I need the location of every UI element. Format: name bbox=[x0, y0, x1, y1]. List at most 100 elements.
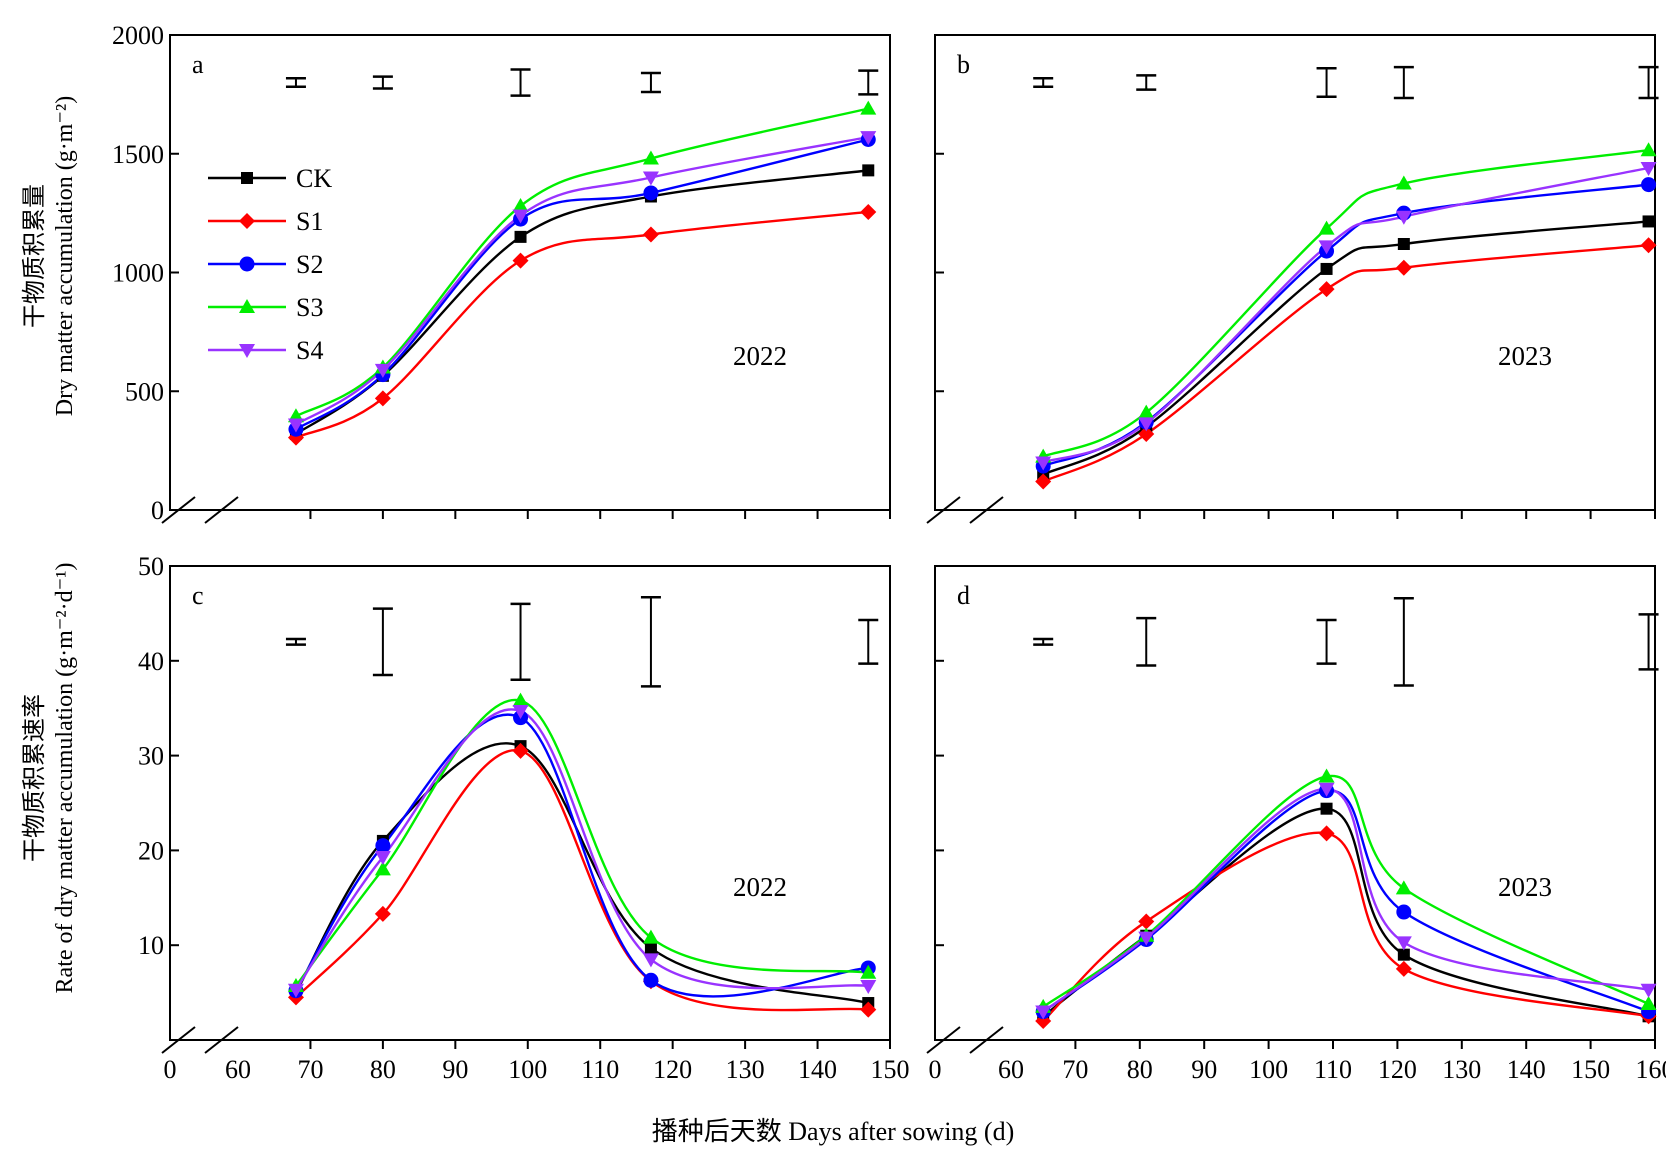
panel-a-y-tick-label: 500 bbox=[125, 377, 164, 406]
panel-a-point-ck bbox=[862, 164, 875, 177]
panel-c-point-s4 bbox=[642, 953, 659, 968]
panel-c-error-bar bbox=[640, 596, 661, 688]
panel-d-series-line-s1 bbox=[1042, 831, 1649, 1022]
panel-d-x-tick-label: 160 bbox=[1636, 1055, 1666, 1084]
panel-d-axis-break-mark bbox=[969, 1026, 1004, 1054]
panel-d-x-tick-label: 0 bbox=[929, 1055, 942, 1084]
panel-d-x-tick-label: 100 bbox=[1249, 1055, 1288, 1084]
panel-c-series-line-s1 bbox=[295, 749, 869, 1012]
panel-a-error-bar bbox=[858, 69, 879, 96]
panel-d-point-s3 bbox=[1318, 768, 1335, 783]
panel-b-point-ck bbox=[1397, 238, 1410, 250]
panel-c-error-bar bbox=[285, 637, 306, 646]
panel-b-series-line-s3 bbox=[1042, 148, 1649, 458]
panel-a-year-label: 2022 bbox=[733, 341, 787, 371]
panel-c-axis-break-mark bbox=[204, 1026, 239, 1054]
panel-a: 0 500 1000 1500 2000 a 2022 bbox=[112, 21, 891, 525]
legend-item-s1: S1 bbox=[208, 207, 323, 236]
legend-marker bbox=[239, 213, 255, 229]
panel-b-frame bbox=[934, 34, 1656, 511]
panel-d-letter: d bbox=[957, 581, 970, 610]
panel-d-frame bbox=[934, 565, 1656, 1041]
panel-d-error-bar bbox=[1638, 613, 1659, 671]
panel-d-point-s4 bbox=[1395, 936, 1412, 951]
panel-c-x-tick-label: 120 bbox=[653, 1055, 692, 1084]
panel-b-series-line-s4 bbox=[1042, 166, 1649, 464]
panel-c-point-s1 bbox=[512, 742, 529, 759]
panel-b-series-line-s1 bbox=[1042, 243, 1649, 483]
panel-b-point-s1 bbox=[1395, 259, 1412, 276]
legend-item-s4: S4 bbox=[208, 336, 323, 365]
legend-label: CK bbox=[296, 164, 332, 193]
panel-c-point-s4 bbox=[860, 979, 877, 994]
panel-d-error-bar bbox=[1316, 618, 1337, 665]
panel-b-year-label: 2023 bbox=[1498, 341, 1552, 371]
legend-item-s2: S2 bbox=[208, 250, 323, 279]
panel-c-point-s3 bbox=[374, 861, 391, 876]
panel-d-error-bar bbox=[1136, 616, 1157, 667]
legend-item-s3: S3 bbox=[208, 293, 323, 322]
panel-c-x-tick-label: 60 bbox=[225, 1055, 251, 1084]
panel-d-error-bar bbox=[1033, 637, 1054, 646]
panel-d-point-s4 bbox=[1138, 931, 1155, 946]
panel-d-point-s1 bbox=[1318, 825, 1335, 842]
panel-c-series-line-s2 bbox=[294, 713, 869, 998]
panel-c-error-bar bbox=[372, 607, 393, 677]
panel-c-x-tick-label: 100 bbox=[508, 1055, 547, 1084]
panel-c-x-tick-label: 130 bbox=[726, 1055, 765, 1084]
panel-b-point-s3 bbox=[1318, 220, 1335, 235]
panel-b-point-s1 bbox=[1138, 426, 1155, 442]
panel-d-x-tick-label: 140 bbox=[1507, 1055, 1546, 1084]
panel-c-x-tick-label: 140 bbox=[798, 1055, 837, 1084]
panel-c-point-ck bbox=[644, 942, 657, 955]
panel-c-x-tick-label: 70 bbox=[297, 1055, 323, 1084]
panel-a-point-s4 bbox=[287, 418, 304, 433]
panel-d-point-s3 bbox=[1395, 880, 1412, 895]
panel-d-axis-break-mark bbox=[926, 1026, 961, 1054]
panel-d-point-ck bbox=[1320, 802, 1333, 815]
panel-c-point-s3 bbox=[642, 929, 659, 944]
panel-d-x-tick-label: 150 bbox=[1571, 1055, 1610, 1084]
panel-b-point-s1 bbox=[1035, 473, 1052, 490]
panel-a-error-bar bbox=[640, 71, 661, 94]
x-axis-label: 播种后天数 Days after sowing (d) bbox=[652, 1117, 1015, 1146]
panel-d-series-line-s3 bbox=[1042, 774, 1650, 1008]
panel-a-error-bar bbox=[285, 76, 306, 89]
panel-a-point-s2 bbox=[643, 185, 659, 201]
panel-d-point-ck bbox=[1397, 948, 1410, 961]
panel-b-point-s4 bbox=[1318, 240, 1335, 255]
panel-a-y-tick-label: 1000 bbox=[112, 259, 164, 288]
panel-d-x-tick-label: 90 bbox=[1191, 1055, 1217, 1084]
panel-a-point-ck bbox=[514, 230, 527, 243]
panel-a-y-tick-label: 2000 bbox=[112, 21, 164, 50]
panel-b-error-bar bbox=[1136, 74, 1157, 91]
panel-d-point-s1 bbox=[1395, 960, 1412, 977]
legend-marker bbox=[239, 299, 255, 313]
y-axis-label-top-cn: 干物质积累量 bbox=[21, 184, 48, 328]
panel-b-letter: b bbox=[957, 50, 970, 79]
panel-d-point-s4 bbox=[1035, 1005, 1052, 1020]
panel-b-point-s3 bbox=[1640, 142, 1657, 157]
legend-marker bbox=[241, 172, 253, 184]
panel-c-point-s3 bbox=[860, 964, 877, 979]
panel-c-x-tick-label: 150 bbox=[871, 1055, 910, 1084]
panel-a-y-tick-label: 0 bbox=[151, 496, 164, 525]
legend: CK S1 S2 S3 S4 bbox=[208, 164, 332, 365]
panel-b-series-line-s2 bbox=[1042, 183, 1649, 468]
panel-b-error-bar bbox=[1316, 67, 1337, 98]
panel-c-y-tick-label: 20 bbox=[138, 836, 164, 865]
panel-d: 0 60 70 80 90 100 110 120 130 140 150 160 d 2023 bbox=[926, 565, 1666, 1084]
y-axis-label-bottom-cn: 干物质积累速率 bbox=[21, 694, 48, 862]
panel-c-y-tick-label: 10 bbox=[138, 931, 164, 960]
panel-c-frame bbox=[169, 565, 891, 1041]
panel-d-series-line-ck bbox=[1042, 807, 1649, 1018]
panel-a-error-bar bbox=[372, 75, 393, 90]
panel-b-point-s1 bbox=[1640, 237, 1657, 254]
panel-c-series-line-s3 bbox=[294, 698, 869, 987]
legend-label: S2 bbox=[296, 250, 323, 279]
panel-a-point-s4 bbox=[374, 363, 391, 378]
panel-c-year-label: 2022 bbox=[733, 872, 787, 902]
panel-b-point-s4 bbox=[1035, 456, 1052, 471]
panel-b-error-bar bbox=[1393, 65, 1414, 100]
panel-b-error-bar bbox=[1638, 65, 1659, 100]
